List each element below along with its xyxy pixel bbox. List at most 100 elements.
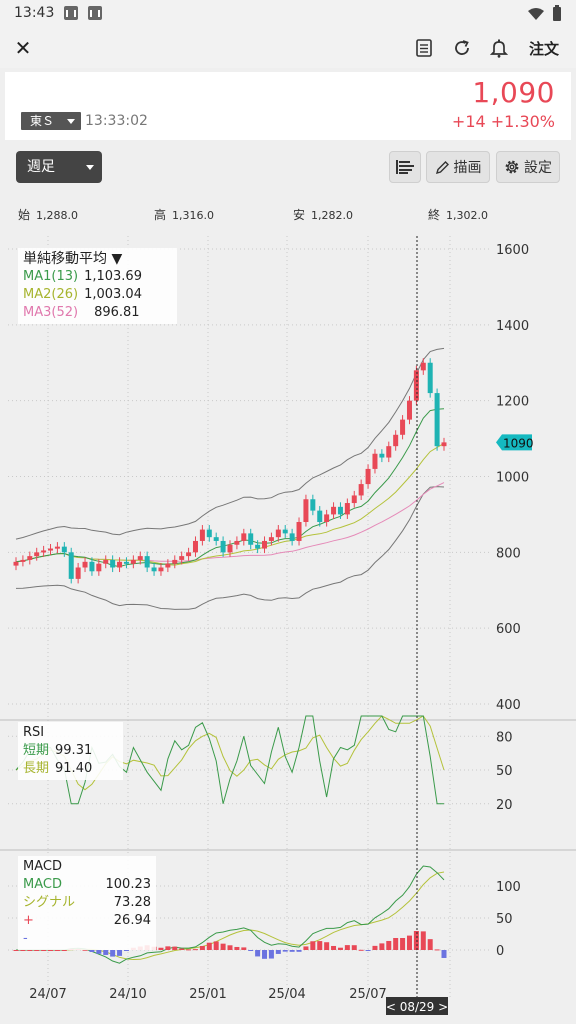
macd-histogram-bar bbox=[344, 945, 350, 950]
ma-legend: 単純移動平均 ▼ MA1(13) 1,103.69 MA2(26) 1,003.04… bbox=[18, 248, 177, 324]
document-icon bbox=[416, 39, 432, 57]
close-button[interactable]: ✕ bbox=[8, 34, 38, 62]
candle-body bbox=[82, 561, 88, 568]
candle-body bbox=[255, 544, 261, 549]
macd-histogram-bar bbox=[262, 950, 268, 959]
high-value: 1,316.0 bbox=[172, 209, 215, 222]
rsi-axis-tick: 20 bbox=[496, 798, 513, 813]
macd-histogram-bar bbox=[379, 943, 385, 950]
macd-histogram-bar bbox=[406, 935, 412, 950]
macd-histogram-bar bbox=[96, 950, 102, 954]
histogram-minus-label: - bbox=[23, 931, 28, 946]
candle-body bbox=[441, 442, 447, 447]
ohlc-low: 安 1,282.0 bbox=[293, 206, 353, 223]
macd-histogram-bar bbox=[103, 950, 109, 955]
candle-body bbox=[103, 559, 109, 564]
candle-body bbox=[75, 567, 81, 579]
current-price-tag-label: 1090 bbox=[503, 436, 534, 450]
news-button[interactable] bbox=[410, 34, 438, 62]
candle-body bbox=[130, 559, 136, 564]
candle-body bbox=[372, 453, 378, 469]
rsi-title: RSI bbox=[23, 725, 45, 740]
macd-histogram-bar bbox=[248, 950, 254, 951]
histogram-plus-label: + bbox=[23, 913, 34, 928]
macd-histogram-bar bbox=[324, 942, 330, 950]
candle-body bbox=[303, 499, 309, 522]
period-select[interactable]: 週足 bbox=[16, 151, 102, 183]
battery-icon bbox=[553, 5, 561, 21]
candle-body bbox=[317, 510, 323, 522]
macd-histogram-bar bbox=[199, 946, 205, 950]
gear-icon bbox=[505, 160, 519, 174]
macd-histogram-bar bbox=[227, 945, 233, 950]
candle-body bbox=[20, 559, 26, 562]
candle-body bbox=[248, 533, 254, 545]
macd-axis-tick: 0 bbox=[496, 944, 504, 959]
macd-histogram-bar bbox=[165, 946, 171, 950]
market-select[interactable]: 東Ｓ bbox=[21, 112, 81, 130]
ma-legend-title[interactable]: 単純移動平均 ▼ bbox=[23, 251, 123, 267]
rsi-long-value: 91.40 bbox=[55, 761, 93, 776]
ma2-value: 1,003.04 bbox=[84, 287, 142, 302]
macd-value: 100.23 bbox=[105, 877, 152, 892]
candle-body bbox=[296, 522, 302, 541]
price-axis-tick: 400 bbox=[496, 698, 521, 713]
candle-body bbox=[413, 370, 419, 401]
x-axis-tick: 24/10 bbox=[109, 987, 146, 1002]
order-button[interactable]: 注文 bbox=[528, 39, 559, 58]
candle-body bbox=[386, 446, 392, 458]
candle-body bbox=[13, 561, 19, 566]
macd-histogram-bar bbox=[61, 950, 67, 951]
candle-body bbox=[123, 561, 129, 564]
candle-body bbox=[144, 556, 150, 568]
price-change-percent: +1.30% bbox=[490, 112, 555, 131]
candle-body bbox=[358, 484, 364, 496]
candle-body bbox=[117, 561, 123, 568]
draw-button[interactable]: 描画 bbox=[426, 151, 490, 183]
macd-histogram-bar bbox=[365, 950, 371, 951]
candle-body bbox=[61, 546, 67, 553]
candle-body bbox=[158, 567, 164, 572]
x-axis-tick: 25/01 bbox=[189, 987, 226, 1002]
candle-body bbox=[96, 563, 102, 572]
candle-body bbox=[406, 400, 412, 420]
x-axis-tick: 25/04 bbox=[268, 987, 305, 1002]
candle-body bbox=[434, 393, 440, 447]
candle-body bbox=[365, 468, 371, 485]
chart-type-button[interactable] bbox=[389, 151, 421, 183]
refresh-button[interactable] bbox=[448, 34, 476, 62]
alert-button[interactable] bbox=[485, 34, 513, 62]
price-axis-tick: 1200 bbox=[496, 395, 529, 410]
macd-histogram-bar bbox=[186, 949, 192, 951]
candle-body bbox=[324, 514, 330, 522]
candle-body bbox=[427, 362, 433, 394]
candle-body bbox=[213, 537, 219, 541]
candle-body bbox=[110, 559, 116, 568]
stock-notification-icon bbox=[64, 6, 78, 20]
macd-histogram-bar bbox=[192, 949, 198, 951]
low-value: 1,282.0 bbox=[311, 209, 354, 222]
macd-histogram-bar bbox=[441, 950, 447, 958]
draw-label: 描画 bbox=[453, 160, 482, 176]
candle-body bbox=[41, 550, 47, 553]
current-price-tag bbox=[496, 434, 532, 451]
signal-label: シグナル bbox=[23, 895, 76, 910]
candle-body bbox=[268, 537, 274, 541]
macd-histogram-bar bbox=[82, 949, 88, 951]
macd-histogram-bar bbox=[289, 950, 295, 952]
macd-histogram-bar bbox=[275, 950, 281, 954]
band-lower-line bbox=[15, 486, 445, 610]
macd-histogram-bar bbox=[34, 950, 40, 951]
macd-histogram-bar bbox=[27, 950, 33, 951]
macd-histogram-bar bbox=[20, 950, 26, 951]
macd-histogram-bar bbox=[400, 938, 406, 950]
macd-histogram-bar bbox=[110, 950, 116, 957]
settings-button[interactable]: 設定 bbox=[496, 151, 560, 183]
macd-histogram-bar bbox=[317, 941, 323, 950]
macd-histogram-bar bbox=[351, 945, 357, 950]
low-label: 安 bbox=[293, 208, 306, 222]
price-axis-tick: 1400 bbox=[496, 319, 529, 334]
open-value: 1,288.0 bbox=[36, 209, 79, 222]
macd-histogram-bar bbox=[310, 941, 316, 950]
macd-histogram-bar bbox=[41, 950, 47, 951]
